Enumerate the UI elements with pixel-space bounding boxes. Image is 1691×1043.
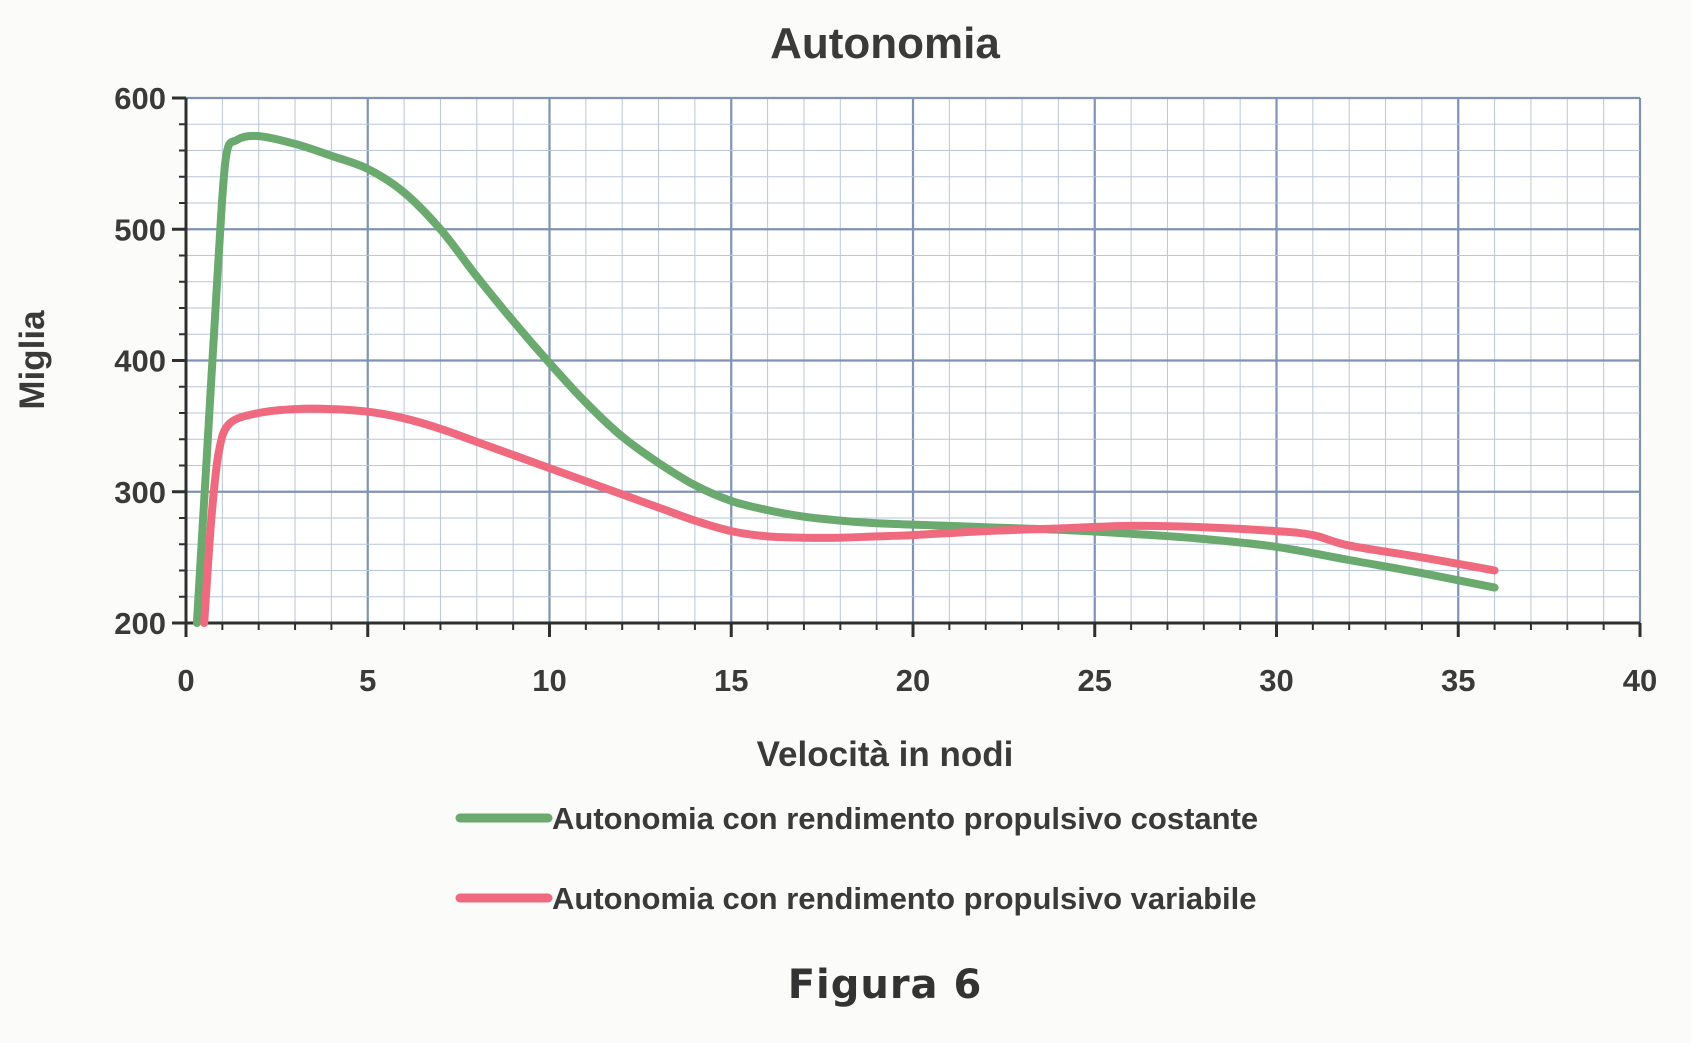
legend-label-1: Autonomia con rendimento propulsivo cost… — [552, 801, 1258, 836]
y-tick-labels: 200 300 400 500 600 — [114, 81, 166, 641]
x-tick-label: 30 — [1259, 663, 1293, 698]
y-tick-label: 500 — [114, 212, 166, 247]
x-tick-label: 15 — [714, 663, 748, 698]
y-tick-label: 600 — [114, 81, 166, 116]
x-axis-label: Velocità in nodi — [757, 735, 1014, 774]
chart-title: Autonomia — [770, 19, 1000, 68]
grid — [184, 96, 1642, 625]
x-tick-label: 35 — [1441, 663, 1475, 698]
legend-label-2: Autonomia con rendimento propulsivo vari… — [552, 881, 1256, 916]
series-lines — [192, 131, 1499, 627]
x-tick-label: 40 — [1623, 663, 1657, 698]
y-tick-label: 300 — [114, 475, 166, 510]
axes — [172, 96, 1642, 637]
x-tick-labels: 0 5 10 15 20 25 30 35 40 — [177, 663, 1657, 698]
series-line-2 — [200, 404, 1499, 627]
x-tick-label: 5 — [359, 663, 376, 698]
series-line-1 — [192, 131, 1499, 627]
legend: Autonomia con rendimento propulsivo cost… — [455, 801, 1258, 916]
x-tick-label: 20 — [896, 663, 930, 698]
y-tick-label: 400 — [114, 344, 166, 379]
x-tick-label: 25 — [1078, 663, 1112, 698]
x-tick-label: 10 — [532, 663, 566, 698]
y-tick-label: 200 — [114, 606, 166, 641]
y-axis-label: Miglia — [13, 310, 52, 410]
figure-caption: Figura 6 — [788, 962, 983, 1008]
x-tick-label: 0 — [177, 663, 194, 698]
